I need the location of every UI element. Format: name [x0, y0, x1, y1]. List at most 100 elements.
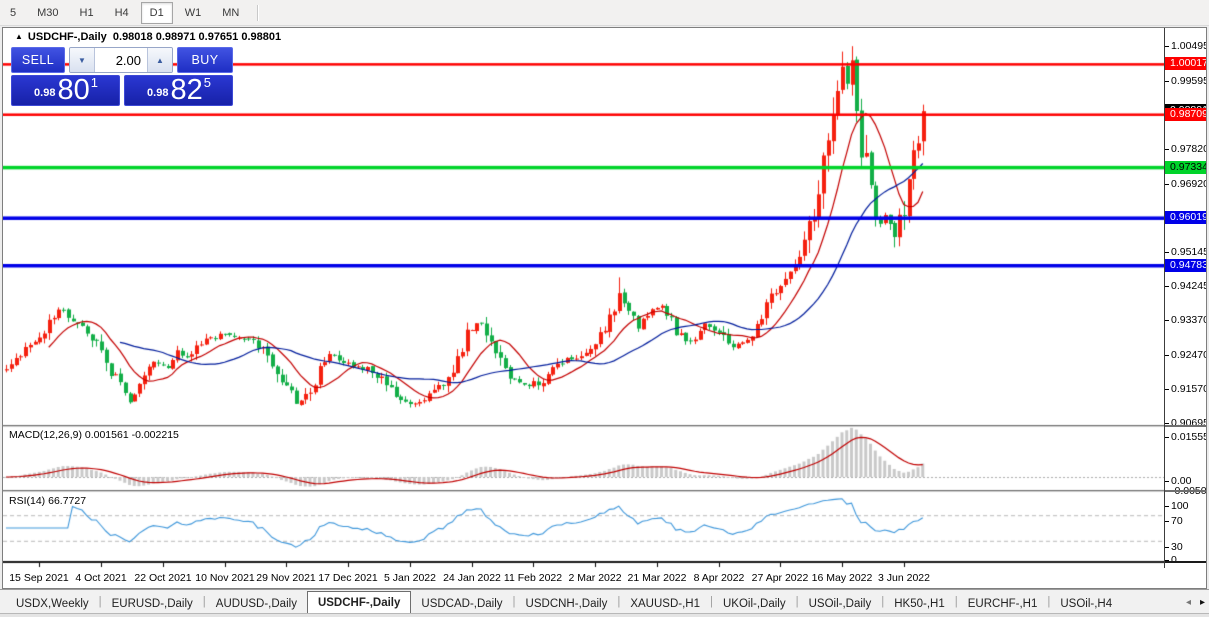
- date-tick-label: 29 Nov 2021: [256, 572, 316, 584]
- price-tick-label: 0.99595: [1171, 75, 1206, 87]
- price-axis[interactable]: 1.00495 0.99595 0.97820 0.96920 0.95145 0.942…: [1164, 28, 1206, 568]
- date-axis[interactable]: 15 Sep 2021 4 Oct 2021 22 Oct 2021 10 Nov 2…: [3, 568, 1164, 588]
- timeframe-button-mn[interactable]: MN: [222, 6, 240, 19]
- buy-price-display[interactable]: 0.98 82 5: [124, 75, 233, 106]
- level-price-label: 0.94783: [1165, 259, 1206, 272]
- symbol-period-label: USDCHF-,Daily: [27, 31, 107, 43]
- chart-tab-usdx-weekly[interactable]: USDX,Weekly: [16, 598, 89, 610]
- rsi-axis-label: 100: [1171, 500, 1189, 512]
- tab-separator: |: [98, 595, 102, 608]
- chart-tab-usoil-h4[interactable]: USOil-,H4: [1060, 598, 1113, 610]
- axis-tick: [1165, 46, 1169, 47]
- collapse-trade-panel-icon[interactable]: ▲: [15, 32, 23, 41]
- rsi-axis-label: 0: [1171, 554, 1177, 566]
- macd-panel-header: MACD(12,26,9) 0.001561 -0.002215: [9, 429, 179, 441]
- tab-scroll-left-button[interactable]: ◂: [1185, 597, 1191, 608]
- level-price-label: 0.96019: [1165, 211, 1206, 224]
- volume-decrease-button[interactable]: ▼: [70, 48, 95, 72]
- tab-separator: |: [954, 595, 958, 608]
- chart-tab-eurusd-daily[interactable]: EURUSD-,Daily: [111, 598, 193, 610]
- buy-button[interactable]: BUY: [177, 47, 233, 73]
- chart-tab-ukoil-daily[interactable]: UKOil-,Daily: [722, 598, 786, 610]
- timeframe-button-5[interactable]: 5: [10, 6, 17, 19]
- axis-pane-separator: [1165, 425, 1206, 427]
- date-tick-label: 22 Oct 2021: [134, 572, 192, 584]
- axis-tick: [1165, 320, 1169, 321]
- date-tick-label: 11 Feb 2022: [503, 572, 563, 584]
- volume-input[interactable]: [95, 48, 147, 72]
- price-tick-label: 1.00495: [1171, 40, 1206, 52]
- bottom-strip: [0, 613, 1209, 617]
- chart-tab-eurchf-h1[interactable]: EURCHF-,H1: [967, 598, 1038, 610]
- axis-tick: [1165, 506, 1169, 507]
- tab-separator: |: [1047, 595, 1051, 608]
- date-tick-label: 21 Mar 2022: [627, 572, 687, 584]
- tab-scroll-right-button[interactable]: ▸: [1199, 597, 1205, 608]
- volume-control: ▼ ▲: [69, 47, 173, 73]
- tab-separator: |: [202, 595, 206, 608]
- level-price-label: 1.00017: [1165, 57, 1206, 70]
- price-tick-label: 0.96920: [1171, 178, 1206, 190]
- chart-tab-hk50-h1[interactable]: HK50-,H1: [894, 598, 945, 610]
- sell-price-big: 80: [57, 74, 90, 106]
- date-tick-label: 4 Oct 2021: [75, 572, 127, 584]
- rsi-value: 66.7727: [48, 495, 87, 507]
- chart-window: ▲ USDCHF-,Daily 0.98018 0.98971 0.97651 0…: [2, 27, 1207, 589]
- date-tick-label: 17 Dec 2021: [318, 572, 378, 584]
- timeframe-button-h4[interactable]: H4: [114, 6, 129, 19]
- axis-tick: [1165, 547, 1169, 548]
- axis-tick: [1165, 149, 1169, 150]
- macd-value: 0.001561: [84, 429, 129, 441]
- price-tick-label: 0.97820: [1171, 143, 1206, 155]
- chart-tab-usdcnh-daily[interactable]: USDCNH-,Daily: [525, 598, 608, 610]
- chart-tab-usdchf-daily[interactable]: USDCHF-,Daily: [306, 591, 412, 614]
- axis-tick: [1165, 355, 1169, 356]
- sell-button[interactable]: SELL: [11, 47, 65, 73]
- axis-tick: [1165, 437, 1169, 438]
- axis-tick: [1165, 560, 1169, 561]
- timeframe-button-m30[interactable]: M30: [37, 6, 59, 19]
- chart-tab-usdcad-daily[interactable]: USDCAD-,Daily: [421, 598, 503, 610]
- sell-price-display[interactable]: 0.98 80 1: [11, 75, 120, 106]
- tab-separator: |: [881, 595, 885, 608]
- axis-tick: [1165, 389, 1169, 390]
- volume-increase-button[interactable]: ▲: [147, 48, 172, 72]
- sell-price-prefix: 0.98: [34, 87, 56, 99]
- date-tick-label: 8 Apr 2022: [693, 572, 745, 584]
- chart-tab-xauusd-h1[interactable]: XAUUSD-,H1: [630, 598, 700, 610]
- level-price-label: 0.98709: [1165, 108, 1206, 121]
- rsi-axis-label: 70: [1171, 515, 1183, 527]
- timeframe-button-h1[interactable]: H1: [79, 6, 94, 19]
- chart-canvas[interactable]: [3, 28, 1164, 568]
- timeframe-button-d1[interactable]: D1: [140, 1, 173, 24]
- date-tick-label: 27 Apr 2022: [751, 572, 809, 584]
- buy-price-big: 82: [170, 74, 203, 106]
- chart-tab-usoil-daily[interactable]: USOil-,Daily: [808, 598, 872, 610]
- chart-tab-audusd-daily[interactable]: AUDUSD-,Daily: [215, 598, 297, 610]
- buy-price-pip: 5: [203, 75, 211, 90]
- timeframe-toolbar: 5 M30 H1 H4 D1 W1 MN: [0, 0, 1209, 26]
- date-tick-label: 10 Nov 2021: [195, 572, 255, 584]
- chart-tab-bar: USDX,Weekly | EURUSD-,Daily | AUDUSD-,Daily U…: [0, 589, 1209, 614]
- axis-tick: [1165, 481, 1169, 482]
- date-tick-label: 16 May 2022: [811, 572, 873, 584]
- price-tick-label: 0.93370: [1171, 314, 1206, 326]
- price-tick-label: 0.94245: [1171, 280, 1206, 292]
- tab-scroll-arrows: ◂ ▸: [1186, 597, 1205, 608]
- macd-signal-value: -0.002215: [131, 429, 179, 441]
- date-tick-label: 5 Jan 2022: [384, 572, 436, 584]
- macd-axis-label: 0.01555: [1171, 431, 1206, 443]
- level-price-label: 0.97334: [1165, 161, 1206, 174]
- axis-tick: [1165, 184, 1169, 185]
- buy-price-prefix: 0.98: [147, 87, 169, 99]
- tab-separator: |: [795, 595, 799, 608]
- rsi-axis-label: 30: [1171, 541, 1183, 553]
- axis-tick: [1165, 252, 1169, 253]
- timeframe-button-w1[interactable]: W1: [184, 6, 202, 19]
- macd-axis-label: 0.00: [1171, 475, 1192, 487]
- axis-tick: [1165, 423, 1169, 424]
- tab-separator: |: [512, 595, 516, 608]
- price-tick-label: 0.95145: [1171, 246, 1206, 258]
- axis-pane-separator: [1165, 561, 1206, 563]
